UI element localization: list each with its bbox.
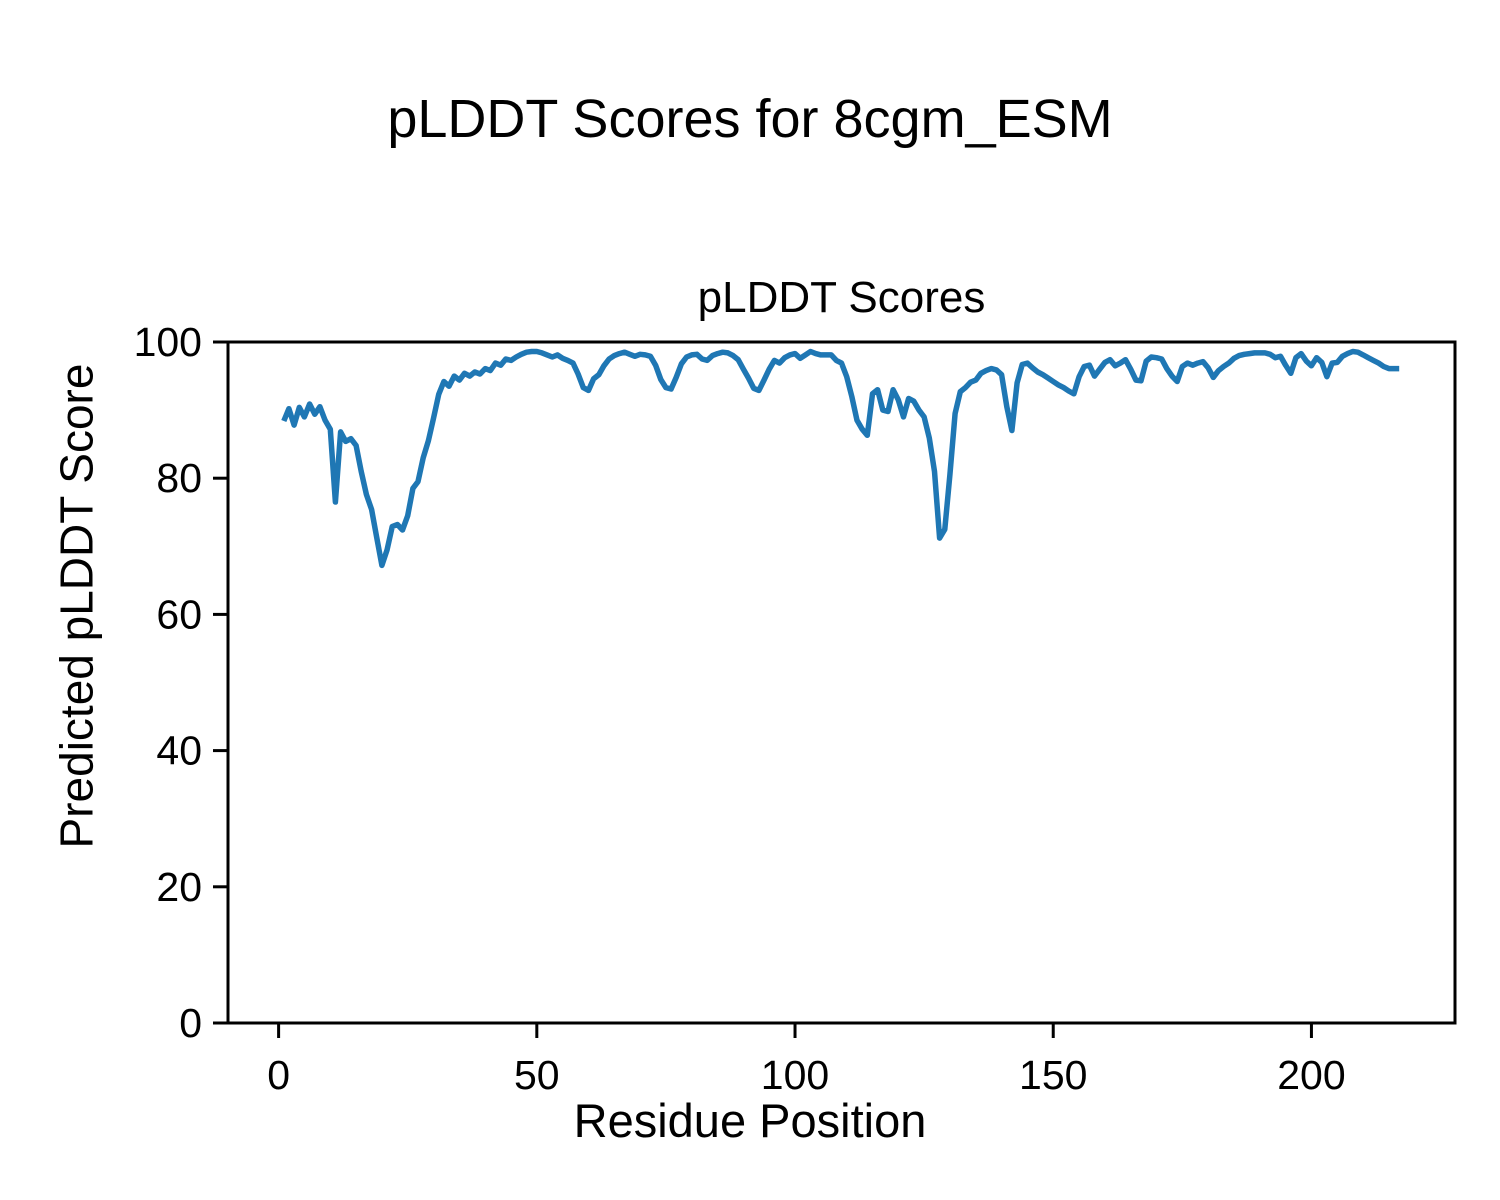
axis-ticks (213, 340, 1313, 1038)
y-tick-label: 20 (156, 864, 202, 910)
figure-suptitle: pLDDT Scores for 8cgm_ESM (387, 89, 1113, 149)
y-tick-label: 80 (156, 455, 202, 501)
x-tick-label: 150 (1019, 1052, 1087, 1098)
y-tick-label: 100 (134, 319, 202, 365)
y-axis-label: Predicted pLDDT Score (50, 363, 103, 849)
axis-tick-labels: 0 50 100 150 200 0 20 40 60 80 100 (134, 319, 1346, 1098)
y-tick-label: 60 (156, 591, 202, 637)
y-tick-label: 40 (156, 728, 202, 774)
axes-title: pLDDT Scores (697, 273, 986, 322)
x-tick-label: 50 (514, 1052, 560, 1098)
x-tick-label: 200 (1277, 1052, 1345, 1098)
plddt-line (281, 348, 1400, 569)
x-tick-label: 100 (761, 1052, 829, 1098)
x-tick-label: 0 (267, 1052, 290, 1098)
axes-spines (226, 340, 1457, 1025)
x-axis-label: Residue Position (573, 1094, 927, 1147)
y-tick-label: 0 (179, 1000, 202, 1046)
